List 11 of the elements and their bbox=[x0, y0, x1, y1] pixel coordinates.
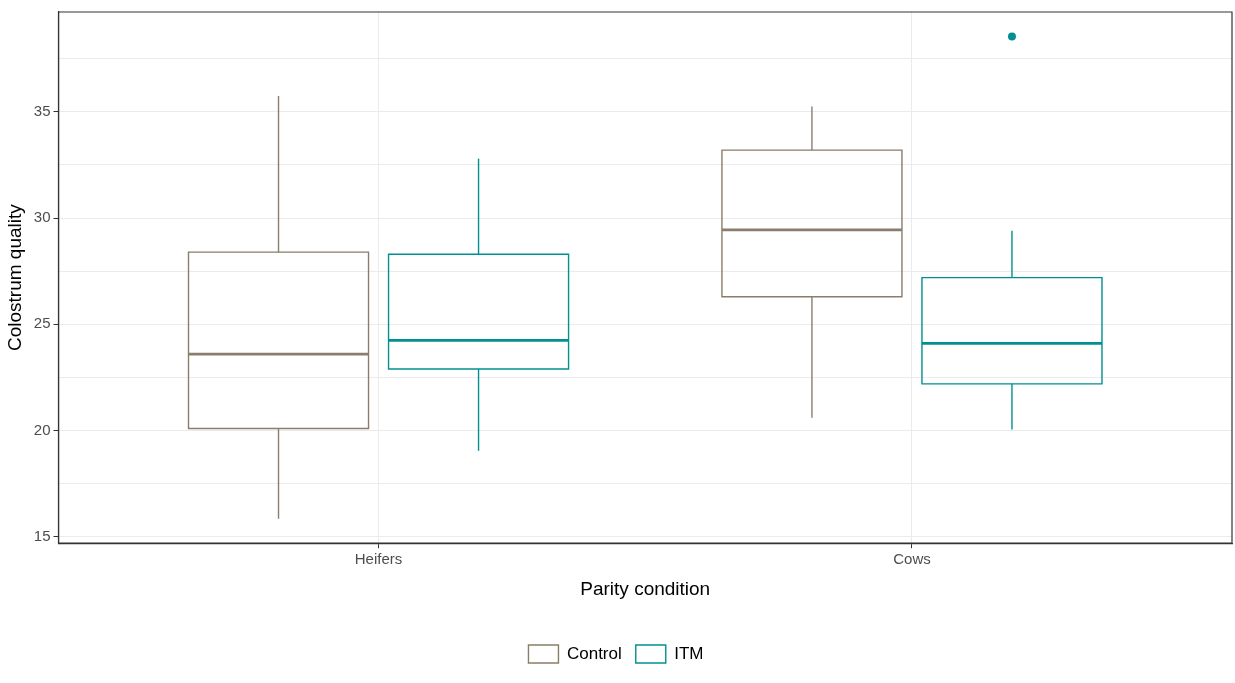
y-tick-label: 15 bbox=[33, 526, 51, 544]
y-tick-label: 20 bbox=[33, 420, 51, 438]
legend-label: ITM bbox=[674, 643, 704, 663]
y-axis-title: Colostrum quality bbox=[3, 203, 25, 351]
x-tick-label: Cows bbox=[893, 550, 931, 568]
y-tick-label: 30 bbox=[33, 208, 51, 226]
legend-label: Control bbox=[566, 643, 622, 663]
y-tick-label: 35 bbox=[33, 102, 51, 120]
x-tick-label: Heifers bbox=[354, 550, 403, 568]
y-tick-label: 25 bbox=[33, 314, 51, 332]
x-axis-title: Parity condition bbox=[580, 577, 711, 599]
